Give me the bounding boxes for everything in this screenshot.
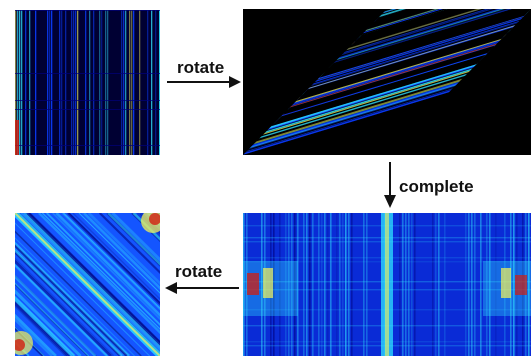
right-arrow-icon — [167, 76, 241, 88]
completed-panel — [243, 213, 531, 356]
rotate-arrow-top — [165, 70, 243, 94]
rotated-completed-panel — [15, 213, 160, 356]
rotated-sparse-panel — [243, 9, 531, 155]
completed-heatmap — [243, 213, 531, 356]
complete-label: complete — [399, 177, 474, 196]
complete-arrow — [378, 160, 402, 210]
rotate-arrow-bottom — [163, 276, 241, 300]
left-arrow-icon — [165, 282, 239, 294]
sparse-matrix-heatmap — [15, 10, 160, 155]
rotated-sparse-heatmap — [243, 9, 531, 155]
rotate-label-top: rotate — [177, 58, 225, 77]
rotate-label-bottom: rotate — [175, 262, 223, 281]
down-arrow-icon — [384, 162, 396, 208]
sparse-matrix-panel — [15, 10, 160, 155]
rotated-completed-heatmap — [15, 213, 160, 356]
